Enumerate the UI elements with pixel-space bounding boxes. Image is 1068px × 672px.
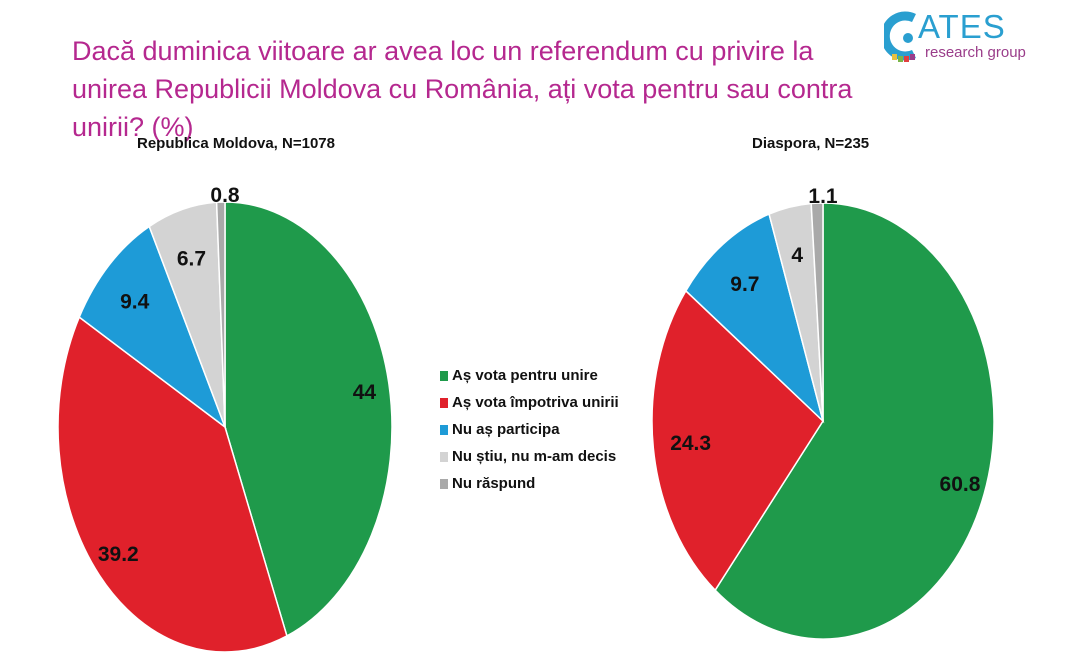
legend-label: Nu știu, nu m-am decis <box>452 448 617 465</box>
legend-item: Nu știu, nu m-am decis <box>440 443 619 470</box>
pie-slice <box>810 202 824 422</box>
legend-swatch <box>440 370 448 381</box>
data-label: 44 <box>353 381 377 404</box>
pie-title-moldova: Republica Moldova, N=1078 <box>137 135 335 152</box>
pie-slice <box>215 201 226 428</box>
legend-swatch <box>440 478 448 489</box>
legend-item: Nu răspund <box>440 470 619 497</box>
logo-subtitle: research group <box>925 44 1026 61</box>
legend-label: Nu aș participa <box>452 421 560 438</box>
pie-slice <box>714 202 995 640</box>
legend-item: Nu aș participa <box>440 416 619 443</box>
legend-item: Aș vota pentru unire <box>440 362 619 389</box>
legend-swatch <box>440 424 448 435</box>
legend-label: Nu răspund <box>452 475 536 492</box>
pie-slice <box>57 315 288 653</box>
legend: Aș vota pentru unire Aș vota împotriva u… <box>440 362 619 497</box>
legend-label: Aș vota pentru unire <box>452 367 598 384</box>
data-label: 4 <box>791 244 803 267</box>
legend-swatch <box>440 397 448 408</box>
logo-name: ATES <box>918 8 1006 45</box>
legend-swatch <box>440 451 448 462</box>
data-label: 39.2 <box>98 543 139 566</box>
data-label: 9.4 <box>120 290 150 313</box>
pie-slice <box>651 289 824 592</box>
pie-title-diaspora: Diaspora, N=235 <box>752 135 870 152</box>
chart-title: Dacă duminica viitoare ar avea loc un re… <box>72 36 853 142</box>
pie-slice <box>684 213 825 424</box>
pie-slice <box>78 225 227 430</box>
logo-mark-icon <box>884 11 916 62</box>
legend-label: Aș vota împotriva unirii <box>452 394 619 411</box>
data-label: 1.1 <box>808 185 838 208</box>
data-label: 60.8 <box>940 473 981 496</box>
pie-slice <box>224 201 393 638</box>
data-label: 6.7 <box>177 247 206 270</box>
data-label: 9.7 <box>730 273 759 296</box>
data-label: 0.8 <box>210 184 240 207</box>
data-label: 24.3 <box>670 432 711 455</box>
legend-item: Aș vota împotriva unirii <box>440 389 619 416</box>
